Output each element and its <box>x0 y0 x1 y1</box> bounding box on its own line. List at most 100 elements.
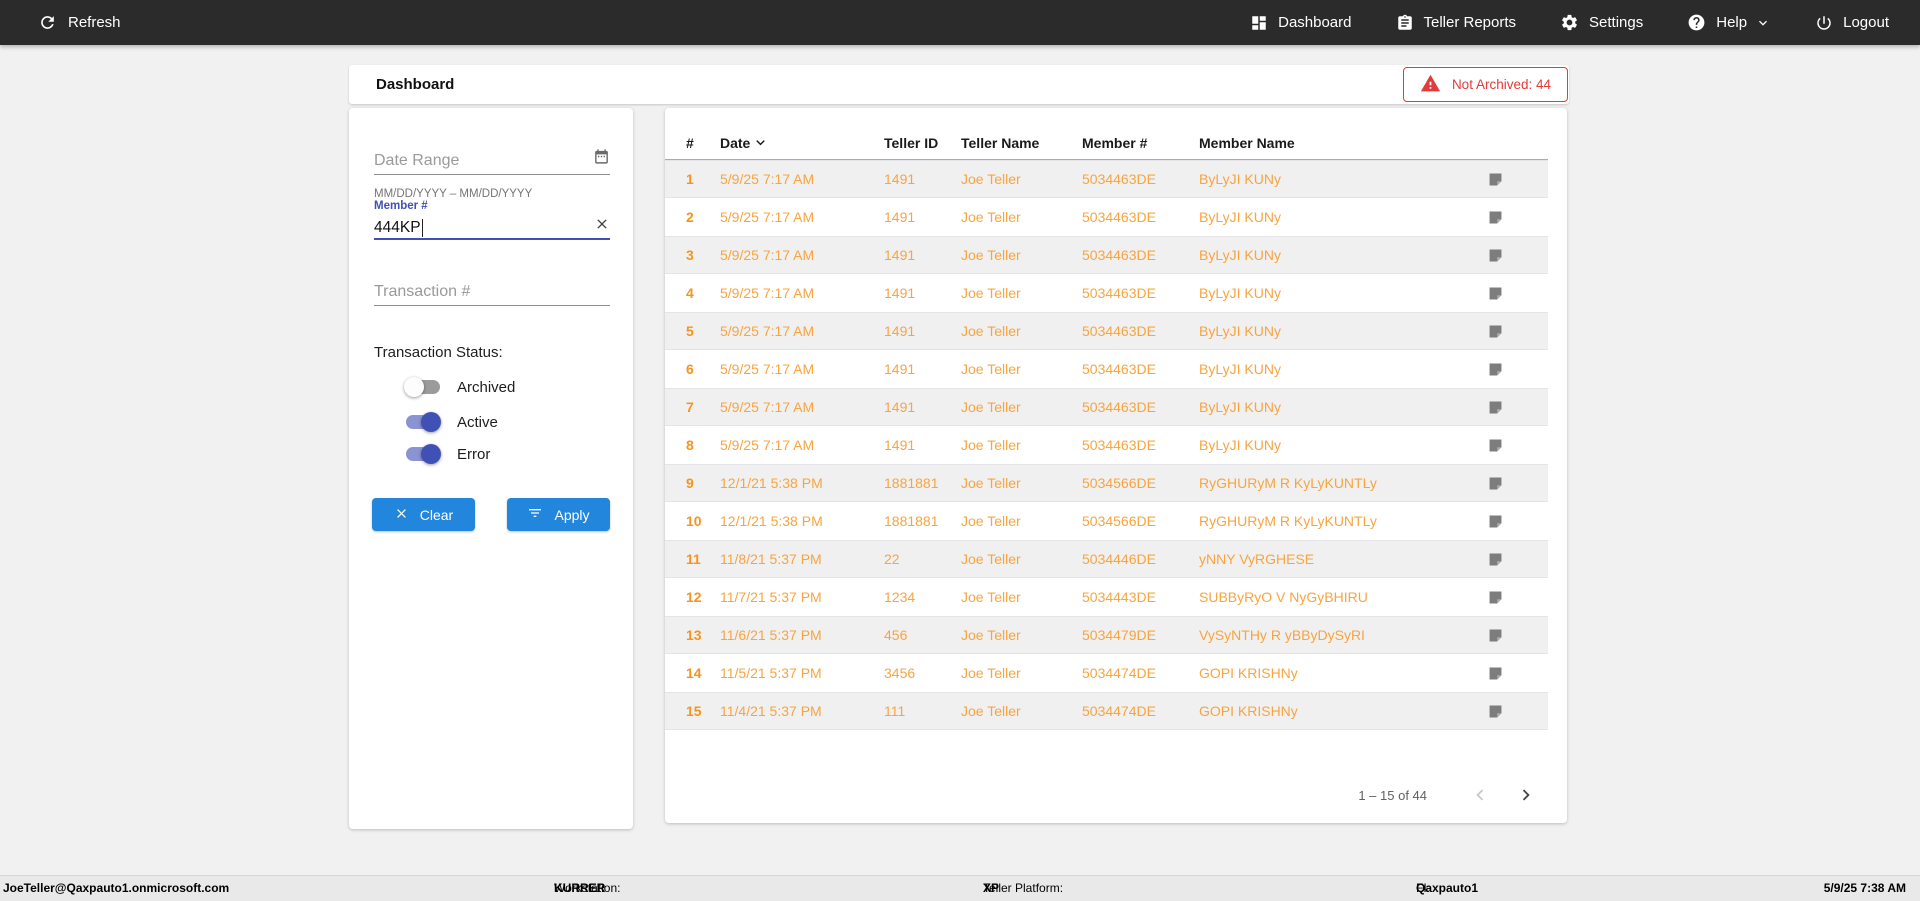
cell-date: 5/9/25 7:17 AM <box>720 437 815 453</box>
cell-member-number: 5034463DE <box>1082 247 1156 263</box>
member-number-value: 444KP <box>374 219 421 236</box>
table-row[interactable]: 12 11/7/21 5:37 PM 1234 Joe Teller 50344… <box>665 578 1548 616</box>
not-archived-badge-label: Not Archived: 44 <box>1451 77 1551 92</box>
cell-member-number: 5034566DE <box>1082 475 1156 491</box>
cell-member-name: ByLyJI KUNy <box>1199 171 1281 187</box>
date-range-field[interactable]: Date Range <box>374 149 610 175</box>
note-icon[interactable] <box>1487 285 1548 302</box>
refresh-button[interactable]: Refresh <box>0 13 121 32</box>
cell-teller-name: Joe Teller <box>961 285 1021 301</box>
table-row[interactable]: 9 12/1/21 5:38 PM 1881881 Joe Teller 503… <box>665 464 1548 502</box>
cell-member-number: 5034463DE <box>1082 361 1156 377</box>
table-row[interactable]: 2 5/9/25 7:17 AM 1491 Joe Teller 5034463… <box>665 198 1548 236</box>
note-icon[interactable] <box>1487 209 1548 226</box>
table-row[interactable]: 13 11/6/21 5:37 PM 456 Joe Teller 503447… <box>665 616 1548 654</box>
row-number: 4 <box>686 285 694 301</box>
cell-teller-id: 1881881 <box>884 513 939 529</box>
pagination-range-label: 1 – 15 of 44 <box>1358 787 1427 803</box>
cell-date: 12/1/21 5:38 PM <box>720 513 823 529</box>
nav-dashboard-label: Dashboard <box>1278 14 1352 31</box>
cell-date: 11/7/21 5:37 PM <box>720 589 822 605</box>
cell-date: 5/9/25 7:17 AM <box>720 171 815 187</box>
not-archived-badge[interactable]: Not Archived: 44 <box>1402 67 1568 102</box>
date-range-format-hint: MM/DD/YYYY – MM/DD/YYYY <box>374 188 533 200</box>
cell-member-name: ByLyJI KUNy <box>1199 247 1281 263</box>
cell-date: 5/9/25 7:17 AM <box>720 399 815 415</box>
filter-icon <box>527 505 543 524</box>
error-toggle[interactable] <box>404 444 442 464</box>
note-icon[interactable] <box>1487 437 1548 454</box>
clear-button[interactable]: Clear <box>372 498 475 531</box>
note-icon[interactable] <box>1487 247 1548 264</box>
archived-toggle[interactable] <box>404 377 442 397</box>
table-row[interactable]: 1 5/9/25 7:17 AM 1491 Joe Teller 5034463… <box>665 160 1548 198</box>
toggle-row-error[interactable]: Error <box>404 442 490 466</box>
status-bar: JoeTeller@Qaxpauto1.onmicrosoft.com Work… <box>0 875 1920 901</box>
active-toggle[interactable] <box>404 412 442 432</box>
next-page-button[interactable] <box>1515 784 1537 806</box>
col-header-date-label: Date <box>720 134 751 151</box>
table-row[interactable]: 11 11/8/21 5:37 PM 22 Joe Teller 5034446… <box>665 540 1548 578</box>
col-header-member-name[interactable]: Member Name <box>1199 134 1295 151</box>
apply-button[interactable]: Apply <box>507 498 610 531</box>
col-header-teller-id[interactable]: Teller ID <box>884 134 939 151</box>
col-header-member-number[interactable]: Member # <box>1082 134 1148 151</box>
refresh-label: Refresh <box>68 14 121 31</box>
cell-date: 5/9/25 7:17 AM <box>720 247 815 263</box>
col-header-teller-name[interactable]: Teller Name <box>961 134 1040 151</box>
text-cursor <box>421 219 424 237</box>
table-row[interactable]: 14 11/5/21 5:37 PM 3456 Joe Teller 50344… <box>665 654 1548 692</box>
col-header-date[interactable]: Date <box>720 132 884 154</box>
member-number-field[interactable]: 444KP <box>374 213 610 240</box>
note-icon[interactable] <box>1487 171 1548 188</box>
previous-page-button[interactable] <box>1469 784 1491 806</box>
table-row[interactable]: 15 11/4/21 5:37 PM 111 Joe Teller 503447… <box>665 692 1548 730</box>
table-row[interactable]: 8 5/9/25 7:17 AM 1491 Joe Teller 5034463… <box>665 426 1548 464</box>
calendar-icon[interactable] <box>593 148 610 170</box>
note-icon[interactable] <box>1487 627 1548 644</box>
note-icon[interactable] <box>1487 551 1548 568</box>
row-number: 7 <box>686 399 694 415</box>
note-icon[interactable] <box>1487 665 1548 682</box>
cell-member-number: 5034463DE <box>1082 285 1156 301</box>
nav-help[interactable]: Help <box>1687 13 1771 32</box>
row-number: 15 <box>686 703 702 719</box>
table-row[interactable]: 7 5/9/25 7:17 AM 1491 Joe Teller 5034463… <box>665 388 1548 426</box>
col-header-number[interactable]: # <box>686 134 694 151</box>
cell-teller-id: 1491 <box>884 285 916 301</box>
cell-teller-name: Joe Teller <box>961 475 1021 491</box>
row-number: 2 <box>686 209 694 225</box>
note-icon[interactable] <box>1487 703 1548 720</box>
transaction-number-field[interactable]: Transaction # <box>374 280 610 306</box>
note-icon[interactable] <box>1487 399 1548 416</box>
toggle-row-archived[interactable]: Archived <box>404 375 515 399</box>
table-row[interactable]: 4 5/9/25 7:17 AM 1491 Joe Teller 5034463… <box>665 274 1548 312</box>
clear-member-x-icon[interactable] <box>594 216 610 237</box>
nav-teller-reports[interactable]: Teller Reports <box>1396 14 1517 32</box>
table-row[interactable]: 5 5/9/25 7:17 AM 1491 Joe Teller 5034463… <box>665 312 1548 350</box>
row-number: 10 <box>686 513 702 529</box>
cell-teller-name: Joe Teller <box>961 209 1021 225</box>
table-row[interactable]: 10 12/1/21 5:38 PM 1881881 Joe Teller 50… <box>665 502 1548 540</box>
row-number: 9 <box>686 475 694 491</box>
note-icon[interactable] <box>1487 513 1548 530</box>
cell-member-number: 5034474DE <box>1082 703 1156 719</box>
row-number: 8 <box>686 437 694 453</box>
note-icon[interactable] <box>1487 323 1548 340</box>
cell-member-number: 5034463DE <box>1082 323 1156 339</box>
archived-toggle-label: Archived <box>457 378 516 396</box>
nav-settings[interactable]: Settings <box>1560 13 1643 32</box>
nav-dashboard[interactable]: Dashboard <box>1250 14 1352 32</box>
cell-date: 5/9/25 7:17 AM <box>720 285 815 301</box>
note-icon[interactable] <box>1487 475 1548 492</box>
note-icon[interactable] <box>1487 589 1548 606</box>
sort-desc-chevron-icon <box>752 132 769 154</box>
table-row[interactable]: 6 5/9/25 7:17 AM 1491 Joe Teller 5034463… <box>665 350 1548 388</box>
table-row[interactable]: 3 5/9/25 7:17 AM 1491 Joe Teller 5034463… <box>665 236 1548 274</box>
toggle-row-active[interactable]: Active <box>404 410 498 434</box>
transaction-status-label: Transaction Status: <box>374 344 503 361</box>
note-icon[interactable] <box>1487 361 1548 378</box>
nav-teller-reports-label: Teller Reports <box>1423 14 1517 31</box>
nav-logout[interactable]: Logout <box>1815 14 1889 32</box>
cell-teller-name: Joe Teller <box>961 247 1021 263</box>
